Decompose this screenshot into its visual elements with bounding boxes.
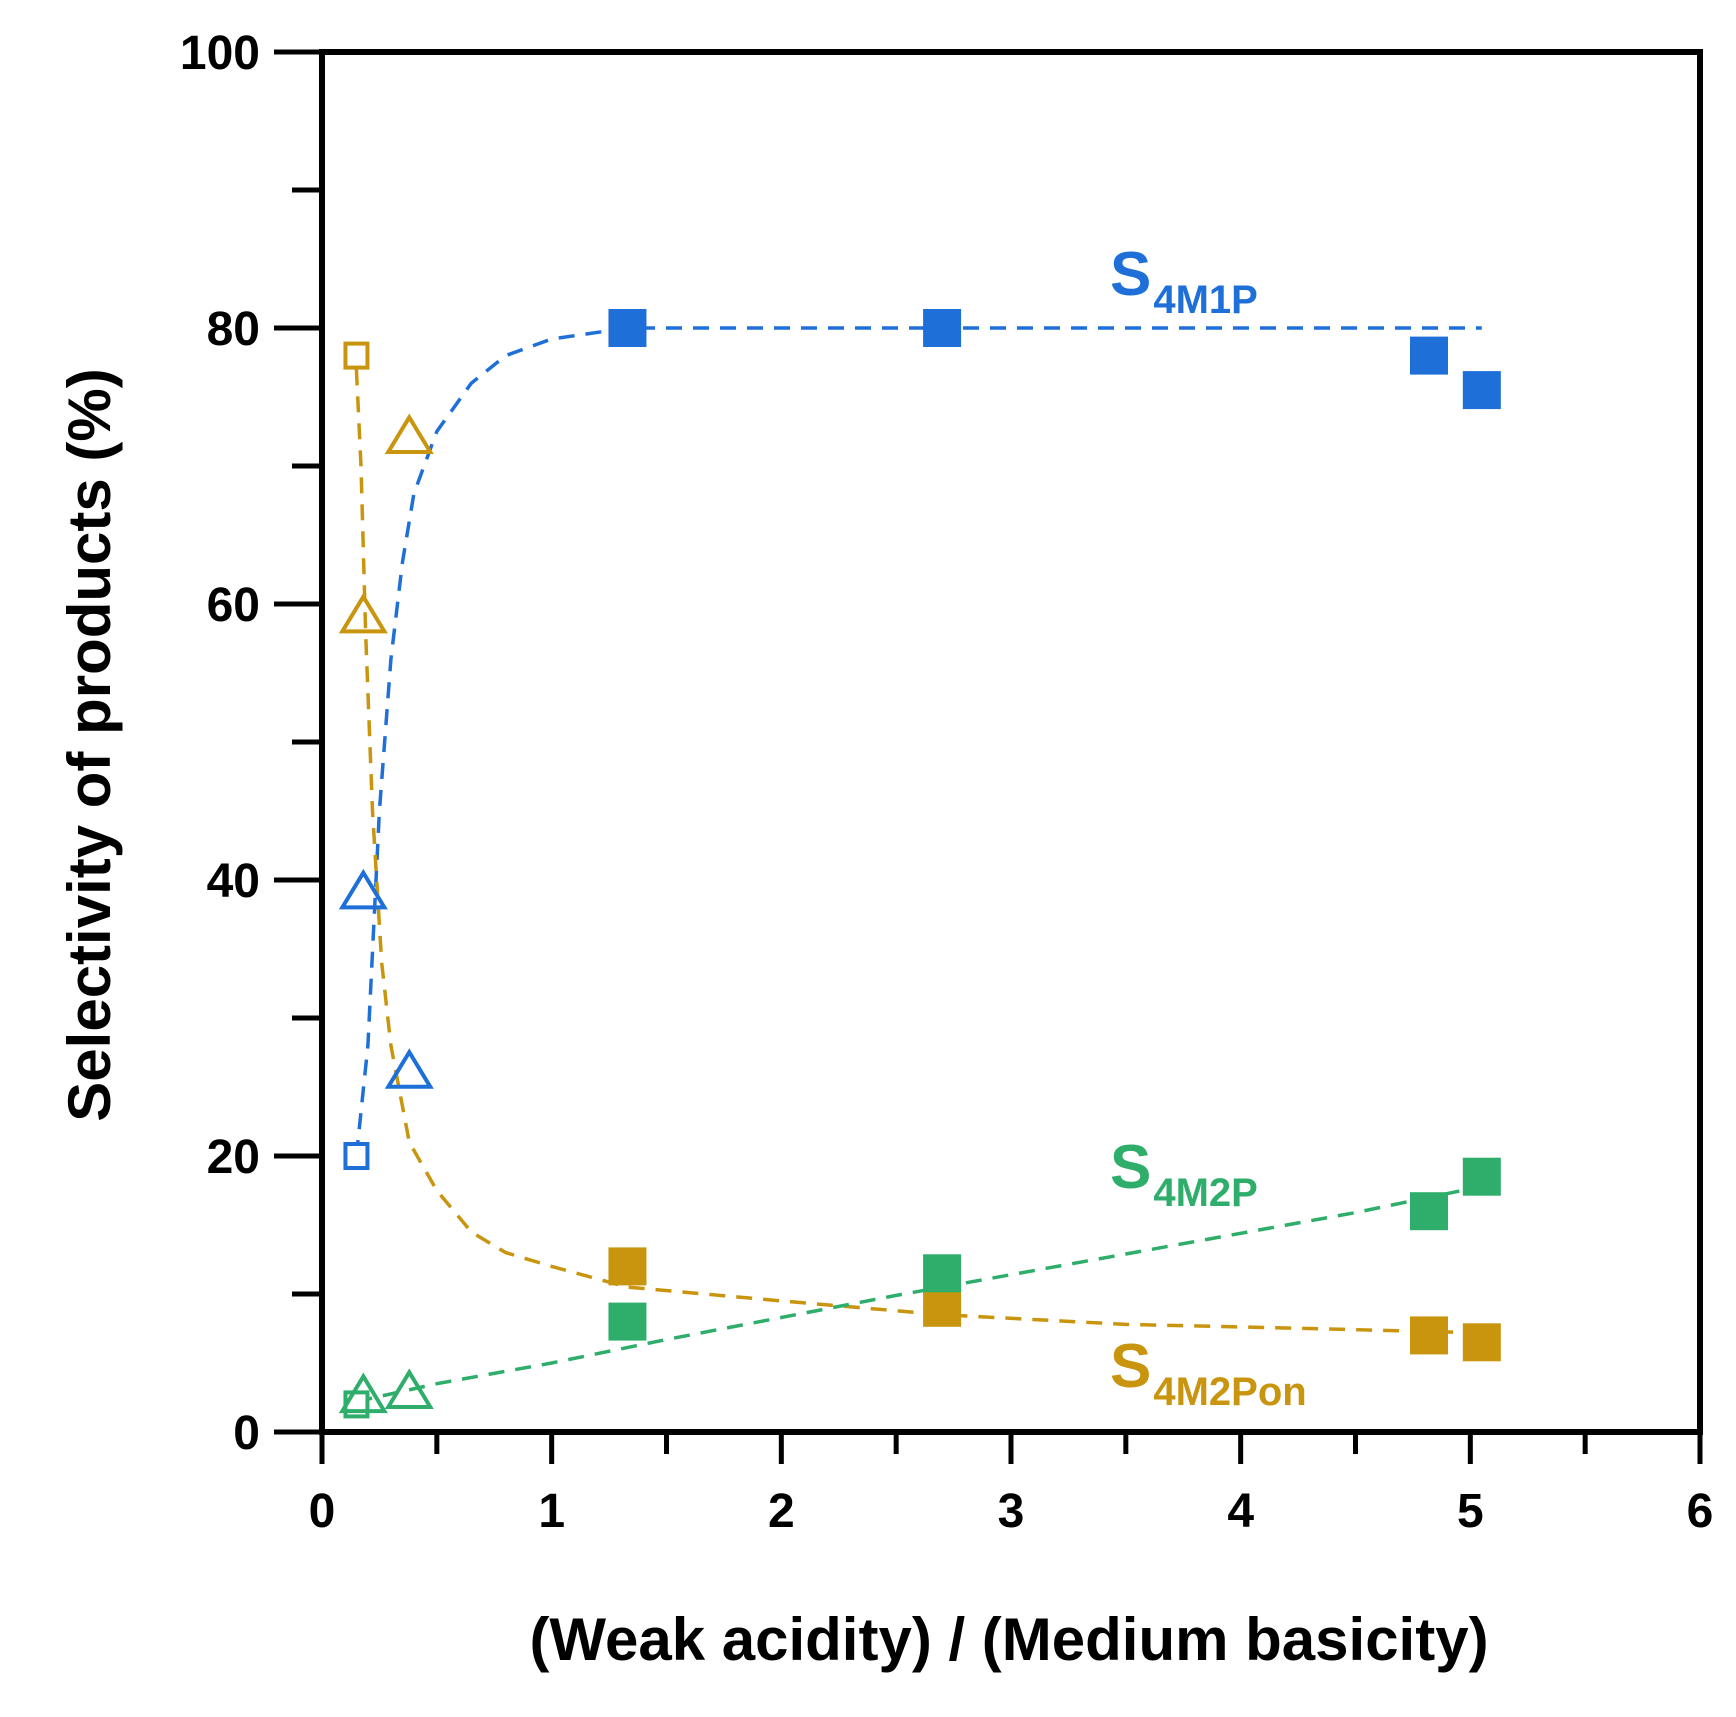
x-tick-label: 4: [1227, 1485, 1254, 1538]
s4m1p-point: [338, 868, 388, 910]
s4m2pon-point: [608, 1247, 647, 1286]
s4m2p-point: [608, 1302, 647, 1341]
s4m2pon-point: [923, 1288, 962, 1327]
s4m1p-point: [608, 309, 647, 347]
x-axis-title: (Weak acidity) / (Medium basicity): [529, 1606, 1488, 1673]
x-tick-label: 0: [309, 1485, 336, 1538]
s4m2p-point: [338, 1372, 388, 1414]
s4m2pon-point: [343, 341, 370, 370]
s4m2pon-point: [1409, 1316, 1448, 1355]
s4m1p-point: [923, 309, 962, 347]
s4m2pon-series-label: S4M2Pon: [1110, 1332, 1307, 1414]
s4m2p-point: [384, 1368, 434, 1409]
x-tick-label: 5: [1457, 1485, 1484, 1538]
s4m2p-point: [923, 1254, 962, 1293]
y-tick-label: 40: [207, 855, 260, 908]
s4m1p-point: [384, 1048, 434, 1089]
x-tick-label: 3: [998, 1485, 1025, 1538]
s4m1p-point: [343, 1142, 370, 1170]
s4m2pon-point: [1462, 1323, 1501, 1362]
x-tick-label: 2: [768, 1485, 795, 1538]
s4m2p-series-label: S4M2P: [1110, 1133, 1258, 1215]
s4m2pon-trend-line: [354, 369, 1471, 1335]
y-tick-label: 20: [207, 1131, 260, 1184]
y-tick-label: 100: [180, 27, 260, 80]
s4m2pon-point: [384, 413, 434, 454]
data-markers: [338, 309, 1501, 1419]
s4m1p-point: [1409, 336, 1448, 375]
series-labels: S4M1P S4M2Pon S4M2P: [1110, 240, 1307, 1414]
y-tick-label: 80: [207, 303, 260, 356]
s4m1p-series-label: S4M1P: [1110, 240, 1258, 322]
s4m2p-trend-line: [356, 1184, 1483, 1404]
x-tick-label: 1: [538, 1485, 565, 1538]
s4m2pon-point: [338, 592, 388, 634]
y-axis-title: Selectivity of products (%): [56, 368, 123, 1121]
s4m1p-trend-line: [354, 326, 1482, 1157]
s4m2p-point: [1462, 1157, 1501, 1196]
x-tick-label: 6: [1687, 1485, 1714, 1538]
y-tick-label: 60: [207, 579, 260, 632]
s4m1p-point: [1462, 371, 1501, 410]
trend-lines: [354, 326, 1483, 1404]
y-tick-label: 0: [233, 1407, 260, 1460]
s4m2p-point: [1409, 1192, 1448, 1231]
plot-frame: [319, 49, 1703, 1435]
